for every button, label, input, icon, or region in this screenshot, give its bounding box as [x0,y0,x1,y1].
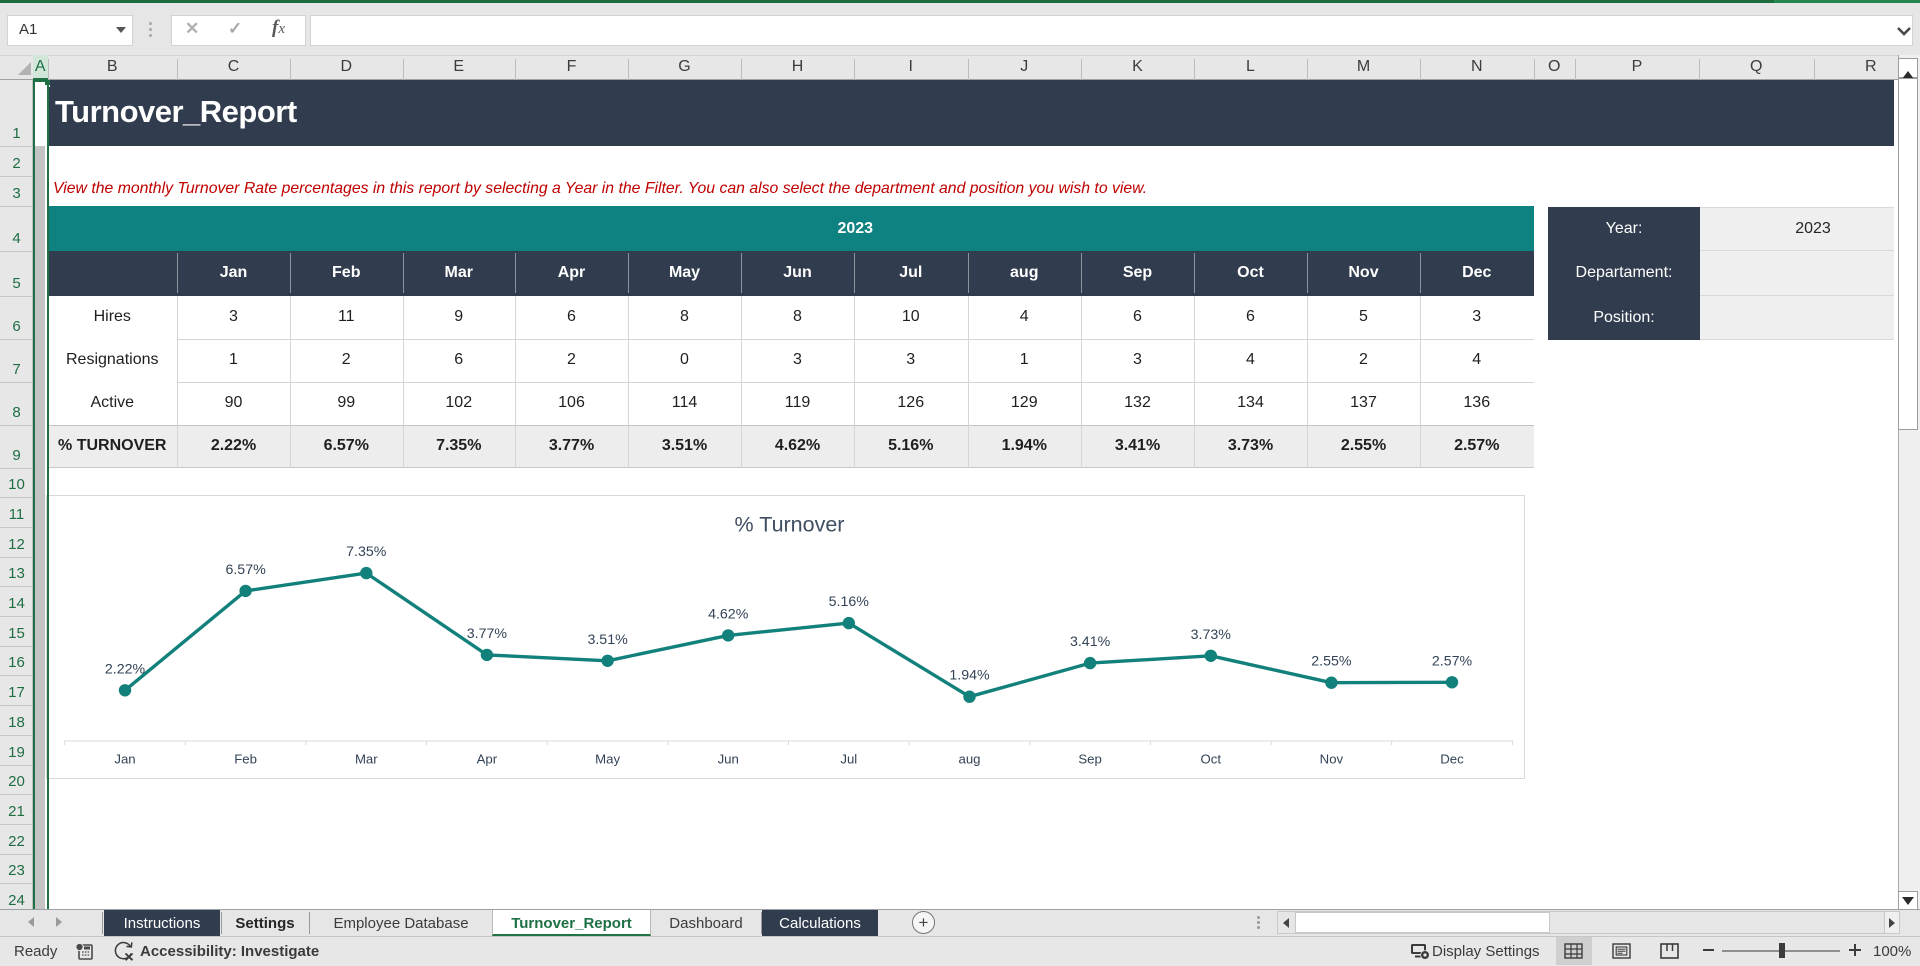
svg-text:5.16%: 5.16% [829,594,870,610]
svg-text:2.57%: 2.57% [1432,653,1473,669]
svg-text:Oct: Oct [1201,751,1222,766]
svg-text:Apr: Apr [477,751,498,766]
svg-text:aug: aug [958,751,980,766]
svg-text:Sep: Sep [1078,751,1101,766]
svg-text:Nov: Nov [1320,751,1344,766]
svg-text:2.55%: 2.55% [1311,653,1352,669]
svg-text:Mar: Mar [355,751,378,766]
svg-text:7.35%: 7.35% [346,544,387,560]
svg-text:6.57%: 6.57% [225,561,266,577]
svg-text:3.73%: 3.73% [1191,626,1232,642]
svg-text:4.62%: 4.62% [708,606,749,622]
svg-text:% Turnover: % Turnover [735,512,845,536]
svg-text:3.77%: 3.77% [467,625,508,641]
svg-text:2.22%: 2.22% [105,661,146,677]
svg-text:May: May [595,751,620,766]
svg-text:3.41%: 3.41% [1070,634,1111,650]
svg-text:3.51%: 3.51% [587,631,628,647]
svg-text:Dec: Dec [1440,751,1464,766]
svg-text:Jun: Jun [718,751,739,766]
svg-text:Jul: Jul [840,751,857,766]
svg-text:Jan: Jan [114,751,135,766]
svg-text:Feb: Feb [234,751,257,766]
svg-text:1.94%: 1.94% [949,667,990,683]
